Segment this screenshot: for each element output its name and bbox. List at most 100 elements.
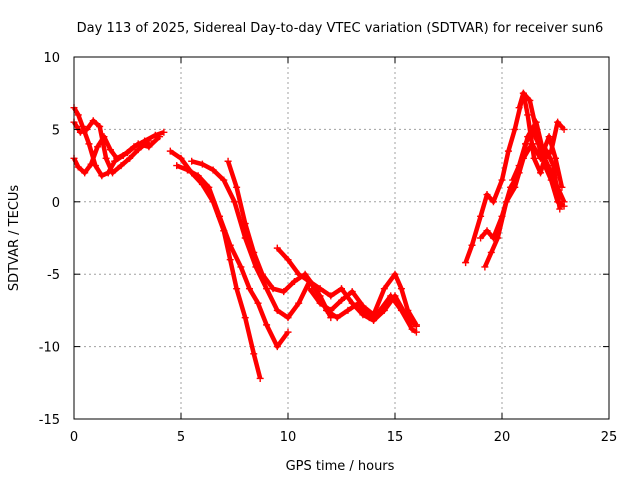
series-arc-8 <box>273 244 420 330</box>
data-point <box>489 198 497 206</box>
data-point <box>183 166 191 174</box>
data-point <box>241 314 249 322</box>
data-point <box>338 285 345 293</box>
x-tick-label: 5 <box>177 430 185 445</box>
data-point <box>370 311 378 319</box>
data-point <box>89 117 97 125</box>
x-tick-label: 25 <box>601 430 618 445</box>
data-point <box>348 288 356 296</box>
data-point <box>233 285 241 293</box>
series-trace <box>516 90 563 210</box>
data-point <box>477 212 485 220</box>
data-point <box>560 125 568 133</box>
data-point <box>226 241 234 249</box>
series-arc-14 <box>515 89 564 213</box>
plot-frame <box>73 56 610 420</box>
data-point <box>241 220 249 228</box>
data-point <box>524 111 532 119</box>
data-point <box>151 131 159 139</box>
data-point <box>254 299 262 307</box>
data-point <box>494 234 502 242</box>
chart-title: Day 113 of 2025, Sidereal Day-to-day VTE… <box>77 21 604 36</box>
data-point <box>295 299 303 307</box>
data-point <box>284 256 292 264</box>
data-point <box>537 169 545 177</box>
data-point <box>280 288 288 296</box>
data-series <box>70 89 568 382</box>
data-point <box>483 191 491 199</box>
data-point <box>380 285 388 293</box>
data-point <box>534 140 542 148</box>
y-tick-label: 10 <box>43 51 60 66</box>
y-tick-label: 0 <box>52 196 60 211</box>
data-point <box>177 154 185 162</box>
data-point <box>333 314 341 322</box>
data-point <box>96 123 104 131</box>
data-point <box>511 125 519 133</box>
data-point <box>83 125 91 133</box>
data-point <box>198 160 206 168</box>
data-point <box>284 328 292 336</box>
data-point <box>106 146 114 154</box>
data-point <box>552 154 559 162</box>
data-point <box>522 140 530 148</box>
series-trace <box>191 159 333 320</box>
data-point <box>134 146 142 154</box>
axis-ticks: 0 5 10 15 20 25 -15 -10 -5 0 5 10 <box>39 51 618 445</box>
y-axis-label: SDTVAR / TECUs <box>7 185 22 292</box>
data-point <box>156 133 164 141</box>
data-point <box>258 270 266 278</box>
data-point <box>359 302 367 310</box>
data-point <box>233 183 241 191</box>
data-point <box>498 176 506 184</box>
data-point <box>359 311 367 319</box>
x-tick-label: 10 <box>280 430 297 445</box>
data-point <box>511 183 519 191</box>
data-point <box>263 321 271 329</box>
series-arc-7 <box>224 157 420 336</box>
data-point <box>79 123 87 131</box>
data-point <box>391 270 399 278</box>
data-point <box>273 244 281 252</box>
y-tick-label: -15 <box>39 413 60 428</box>
data-point <box>545 133 553 141</box>
data-point <box>273 343 281 351</box>
data-point <box>98 172 106 180</box>
data-point <box>380 306 388 314</box>
data-point <box>338 296 345 304</box>
x-tick-label: 0 <box>70 430 78 445</box>
data-point <box>305 285 313 293</box>
data-point <box>209 166 217 174</box>
data-point <box>166 147 174 155</box>
data-point <box>397 285 405 293</box>
data-point <box>515 162 523 170</box>
series-arc-6 <box>188 157 335 322</box>
series-trace <box>169 149 263 380</box>
y-tick-label: -10 <box>39 341 60 356</box>
data-point <box>316 299 324 307</box>
data-point <box>558 183 566 191</box>
series-trace <box>275 246 419 328</box>
y-tick-label: -5 <box>47 268 60 283</box>
data-point <box>526 96 534 104</box>
data-point <box>145 137 153 145</box>
data-point <box>504 147 512 155</box>
data-point <box>515 104 523 112</box>
data-point <box>237 263 245 271</box>
data-point <box>256 374 264 382</box>
data-point <box>290 277 298 285</box>
data-point <box>348 299 356 307</box>
data-point <box>327 292 335 300</box>
data-point <box>250 248 258 256</box>
data-point <box>109 169 117 177</box>
data-point <box>344 306 352 314</box>
x-tick-label: 15 <box>387 430 404 445</box>
data-point <box>412 321 420 329</box>
data-point <box>556 205 564 213</box>
data-point <box>216 212 224 220</box>
data-point <box>462 259 470 267</box>
data-point <box>231 198 238 206</box>
data-point <box>305 277 313 285</box>
series-trace <box>307 271 419 327</box>
